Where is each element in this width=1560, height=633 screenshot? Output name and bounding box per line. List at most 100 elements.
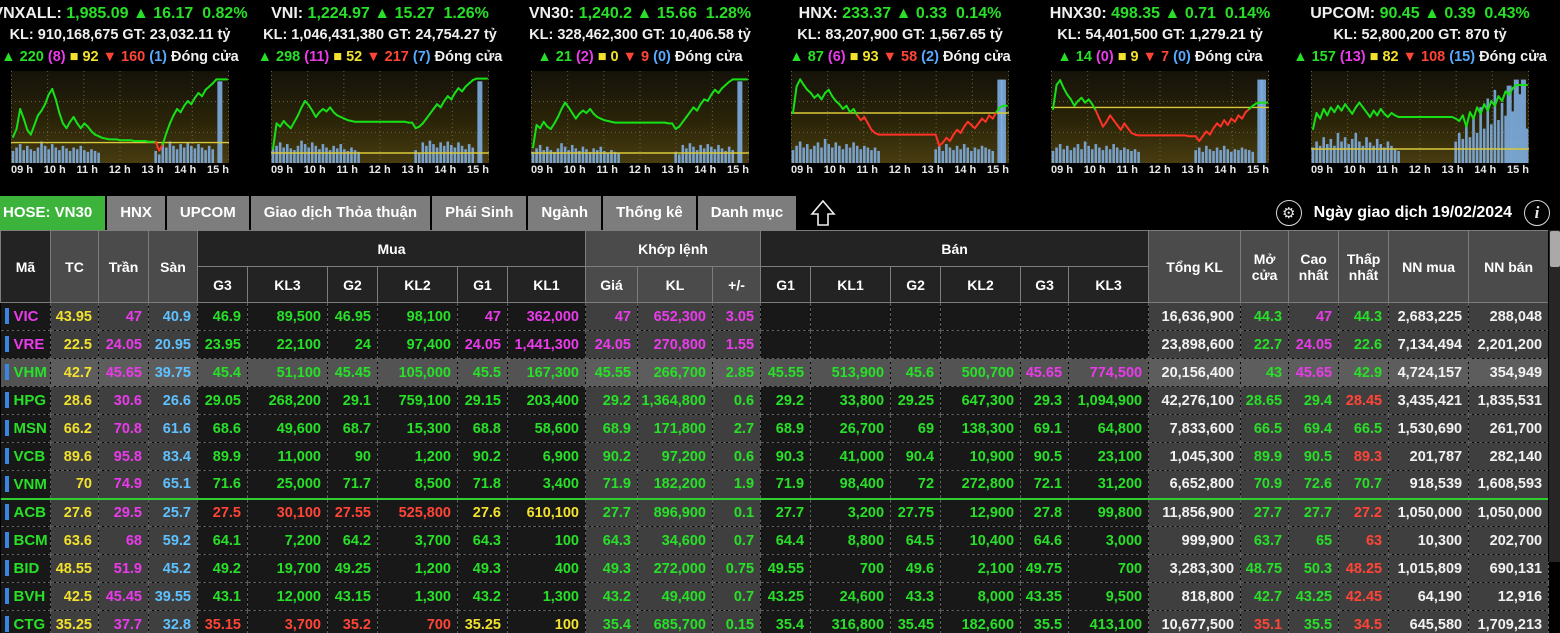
cell-tc[interactable]: 42.5 <box>50 582 99 611</box>
cell-cao-nhat[interactable]: 45.65 <box>1288 358 1340 387</box>
cell-mua-5[interactable]: 610,100 <box>507 497 586 527</box>
cell-khop-0[interactable]: 71.9 <box>585 470 638 499</box>
cell-nn-mua[interactable]: 10,300 <box>1388 526 1470 555</box>
cell-ban-1[interactable]: 316,800 <box>810 610 892 633</box>
cell-cao-nhat[interactable]: 27.7 <box>1288 497 1340 527</box>
ticker-cell[interactable]: ACB <box>0 497 51 527</box>
cell-san[interactable]: 59.2 <box>148 526 198 555</box>
cell-tran[interactable]: 45.45 <box>98 582 149 611</box>
cell-thap-nhat[interactable]: 66.5 <box>1338 414 1390 443</box>
cell-mua-3[interactable]: 105,000 <box>377 358 458 387</box>
cell-cao-nhat[interactable]: 72.6 <box>1288 470 1340 499</box>
cell-mo-cua[interactable]: 89.9 <box>1240 442 1290 471</box>
cell-ban-4[interactable] <box>1020 302 1070 331</box>
cell-mua-4[interactable]: 68.8 <box>457 414 508 443</box>
cell-mua-0[interactable]: 89.9 <box>197 442 248 471</box>
cell-mua-1[interactable]: 3,700 <box>247 610 328 633</box>
cell-mua-5[interactable]: 6,900 <box>507 442 586 471</box>
cell-san[interactable]: 83.4 <box>148 442 198 471</box>
cell-san[interactable]: 61.6 <box>148 414 198 443</box>
cell-tran[interactable]: 68 <box>98 526 149 555</box>
cell-mua-3[interactable]: 1,200 <box>377 554 458 583</box>
cell-mo-cua[interactable]: 22.7 <box>1240 330 1290 359</box>
cell-ban-3[interactable]: 647,300 <box>940 386 1022 415</box>
cell-cao-nhat[interactable]: 50.3 <box>1288 554 1340 583</box>
cell-cao-nhat[interactable]: 65 <box>1288 526 1340 555</box>
ticker-cell[interactable]: BID <box>0 554 51 583</box>
cell-khop-1[interactable]: 49,400 <box>637 582 713 611</box>
cell-ban-2[interactable]: 49.6 <box>890 554 942 583</box>
cell-ban-3[interactable] <box>940 302 1022 331</box>
cell-mua-2[interactable]: 27.55 <box>327 497 378 527</box>
cell-ban-5[interactable]: 31,200 <box>1068 470 1150 499</box>
ticker-cell[interactable]: VRE <box>0 330 51 359</box>
cell-mua-3[interactable]: 1,300 <box>377 582 458 611</box>
cell-cao-nhat[interactable]: 29.4 <box>1288 386 1340 415</box>
table-row-ctg[interactable]: CTG 35.25 37.7 32.8 35.15 3,700 35.2 700 35.25 10… <box>0 610 1550 633</box>
cell-mua-2[interactable]: 35.2 <box>327 610 378 633</box>
cell-khop-1[interactable]: 652,300 <box>637 302 713 331</box>
cell-khop-2[interactable]: 2.7 <box>712 414 762 443</box>
cell-khop-2[interactable]: 0.15 <box>712 610 762 633</box>
cell-ban-0[interactable]: 90.3 <box>760 442 812 471</box>
cell-mua-1[interactable]: 19,700 <box>247 554 328 583</box>
cell-ban-5[interactable]: 700 <box>1068 554 1150 583</box>
cell-ban-1[interactable]: 41,000 <box>810 442 892 471</box>
cell-ban-3[interactable] <box>940 330 1022 359</box>
cell-tc[interactable]: 35.25 <box>50 610 99 633</box>
table-row-bvh[interactable]: BVH 42.5 45.45 39.55 43.1 12,000 43.15 1,300 43.… <box>0 582 1550 611</box>
cell-tc[interactable]: 63.6 <box>50 526 99 555</box>
cell-mua-4[interactable]: 45.5 <box>457 358 508 387</box>
cell-ban-2[interactable] <box>890 330 942 359</box>
vertical-scrollbar[interactable] <box>1548 230 1560 562</box>
cell-mua-2[interactable]: 71.7 <box>327 470 378 499</box>
tab-hnx[interactable]: HNX <box>107 196 165 230</box>
scrollbar-thumb[interactable] <box>1549 231 1560 267</box>
cell-mua-5[interactable]: 400 <box>507 554 586 583</box>
cell-cao-nhat[interactable]: 90.5 <box>1288 442 1340 471</box>
cell-mua-4[interactable]: 35.25 <box>457 610 508 633</box>
cell-tong-kl[interactable]: 16,636,900 <box>1148 302 1242 331</box>
cell-mua-1[interactable]: 11,000 <box>247 442 328 471</box>
cell-mua-5[interactable]: 58,600 <box>507 414 586 443</box>
ticker-cell[interactable]: VCB <box>0 442 51 471</box>
cell-ban-0[interactable]: 45.55 <box>760 358 812 387</box>
cell-ban-4[interactable]: 45.65 <box>1020 358 1070 387</box>
cell-ban-5[interactable]: 1,094,900 <box>1068 386 1150 415</box>
cell-mua-3[interactable]: 3,700 <box>377 526 458 555</box>
cell-thap-nhat[interactable]: 48.25 <box>1338 554 1390 583</box>
cell-nn-ban[interactable]: 2,201,200 <box>1468 330 1550 359</box>
cell-mua-4[interactable]: 43.2 <box>457 582 508 611</box>
cell-tong-kl[interactable]: 3,283,300 <box>1148 554 1242 583</box>
cell-thap-nhat[interactable]: 27.2 <box>1338 497 1390 527</box>
cell-nn-ban[interactable]: 1,608,593 <box>1468 470 1550 499</box>
cell-ban-5[interactable]: 413,100 <box>1068 610 1150 633</box>
cell-tran[interactable]: 30.6 <box>98 386 149 415</box>
cell-mua-0[interactable]: 27.5 <box>197 497 248 527</box>
cell-san[interactable]: 45.2 <box>148 554 198 583</box>
table-row-vcb[interactable]: VCB 89.6 95.8 83.4 89.9 11,000 90 1,200 90.2 6,90… <box>0 442 1550 471</box>
cell-mua-2[interactable]: 46.95 <box>327 302 378 331</box>
cell-tc[interactable]: 28.6 <box>50 386 99 415</box>
cell-nn-ban[interactable]: 288,048 <box>1468 302 1550 331</box>
cell-nn-ban[interactable]: 261,700 <box>1468 414 1550 443</box>
cell-mua-1[interactable]: 22,100 <box>247 330 328 359</box>
cell-ban-3[interactable]: 10,400 <box>940 526 1022 555</box>
cell-cao-nhat[interactable]: 43.25 <box>1288 582 1340 611</box>
cell-ban-2[interactable] <box>890 302 942 331</box>
cell-thap-nhat[interactable]: 34.5 <box>1338 610 1390 633</box>
cell-thap-nhat[interactable]: 44.3 <box>1338 302 1390 331</box>
cell-tong-kl[interactable]: 23,898,600 <box>1148 330 1242 359</box>
cell-tran[interactable]: 47 <box>98 302 149 331</box>
cell-ban-2[interactable]: 45.6 <box>890 358 942 387</box>
table-row-vhm[interactable]: VHM 42.7 45.65 39.75 45.4 51,100 45.45 105,000 4… <box>0 358 1550 387</box>
cell-ban-1[interactable] <box>810 330 892 359</box>
cell-mua-0[interactable]: 35.15 <box>197 610 248 633</box>
cell-mua-3[interactable]: 8,500 <box>377 470 458 499</box>
tab-giao-d-ch-th-a-thu-n[interactable]: Giao dịch Thỏa thuận <box>250 196 431 230</box>
cell-mua-4[interactable]: 47 <box>457 302 508 331</box>
cell-mo-cua[interactable]: 48.75 <box>1240 554 1290 583</box>
cell-mua-1[interactable]: 268,200 <box>247 386 328 415</box>
cell-ban-3[interactable]: 12,900 <box>940 497 1022 527</box>
cell-cao-nhat[interactable]: 24.05 <box>1288 330 1340 359</box>
